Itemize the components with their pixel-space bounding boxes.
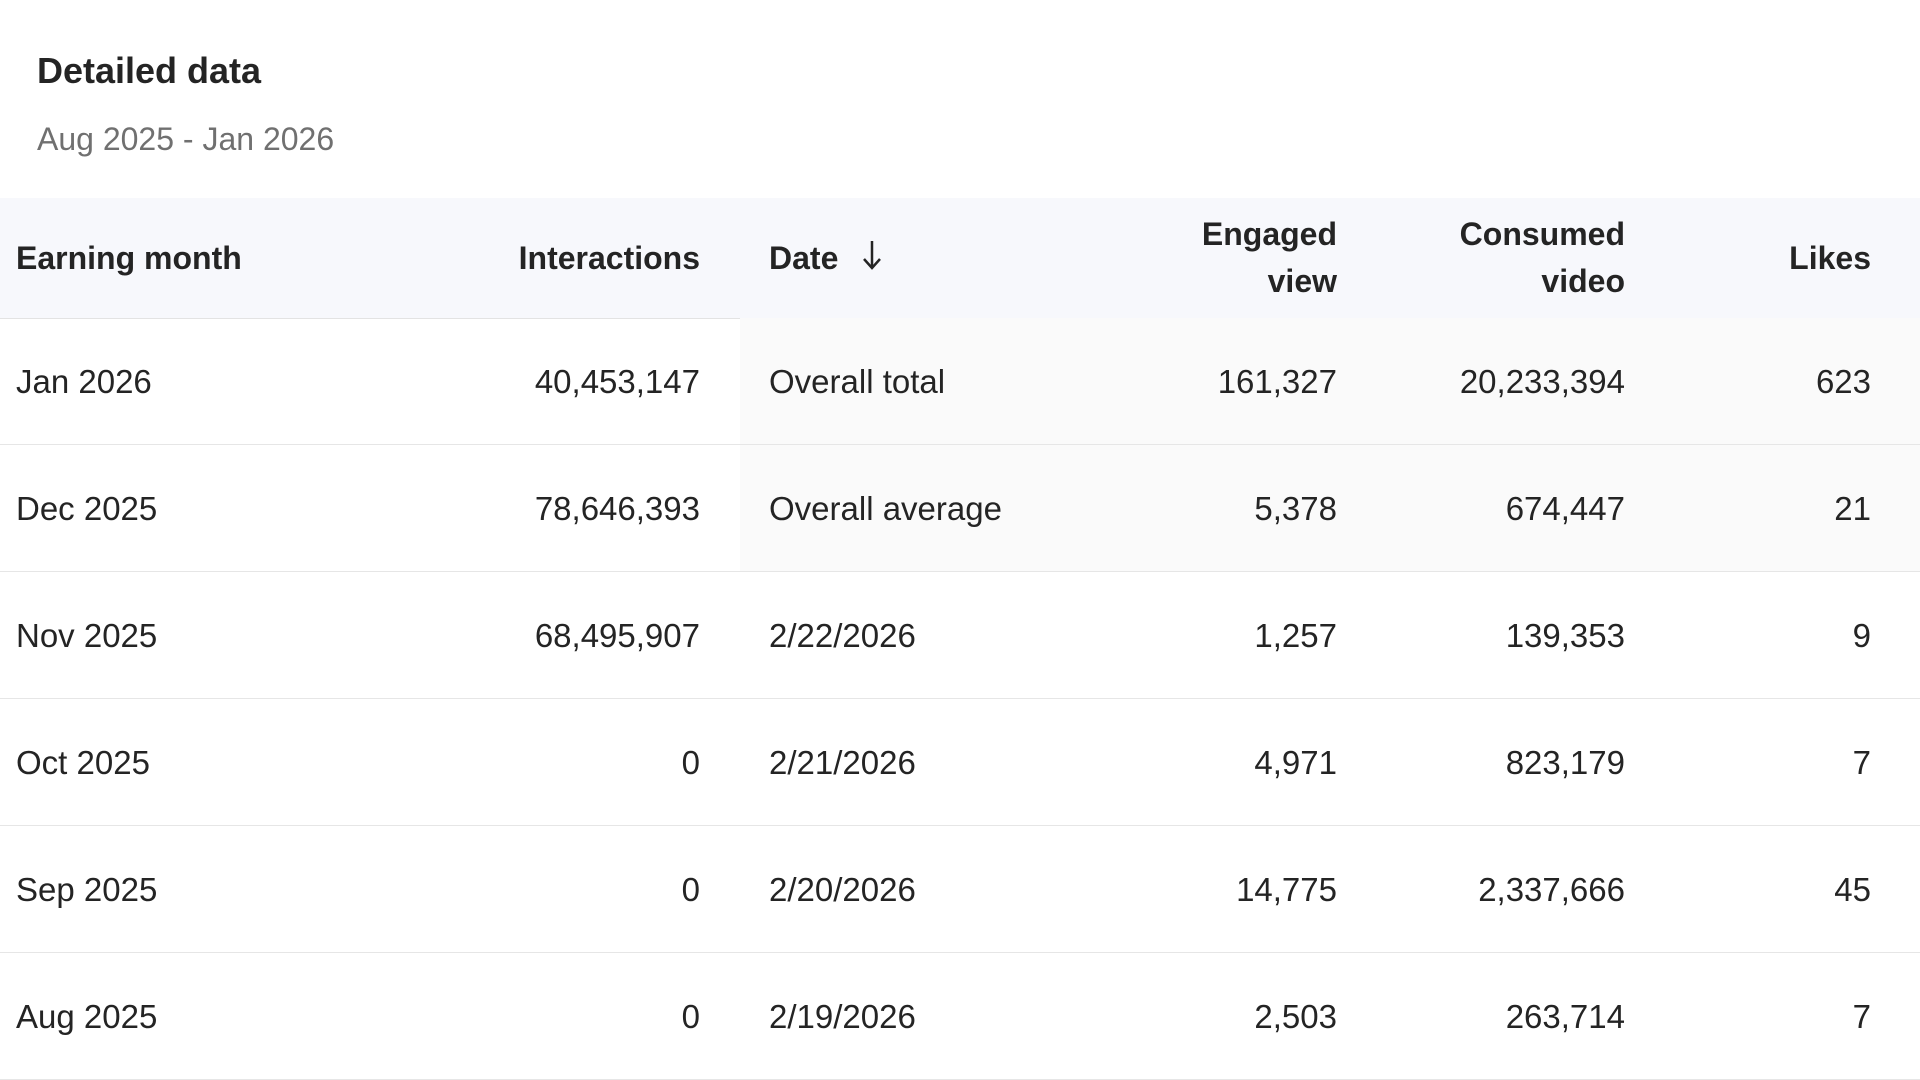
table-cell: Nov 2025 (16, 617, 158, 654)
column-header[interactable]: Earning month (16, 239, 242, 276)
title: Detailed data (37, 50, 262, 91)
column-header[interactable]: Engaged view (1201, 216, 1337, 299)
table-cell: Jan 2026 (16, 363, 152, 400)
sort-arrow-icon[interactable] (860, 238, 884, 272)
table-cell: 161,327 (1217, 363, 1337, 400)
row-divider (0, 952, 1920, 953)
table-cell: 263,714 (1505, 998, 1625, 1035)
table-cell: 40,453,147 (534, 363, 700, 400)
table-cell: 68,495,907 (534, 617, 700, 654)
table-cell: 78,646,393 (534, 490, 700, 527)
row-shade (740, 318, 1920, 444)
table-cell: 7 (1852, 998, 1871, 1035)
row-divider (0, 571, 1920, 572)
table-cell: Aug 2025 (16, 998, 158, 1035)
table-cell: 0 (681, 744, 700, 781)
table-cell: 20,233,394 (1459, 363, 1625, 400)
table-cell: 2/20/2026 (769, 871, 916, 908)
subtitle: Aug 2025 - Jan 2026 (37, 121, 335, 157)
table-cell: 9 (1852, 617, 1871, 654)
table-cell: 0 (681, 871, 700, 908)
table-cell: Overall total (769, 363, 946, 400)
table-cell: 14,775 (1236, 871, 1337, 908)
table-cell: Oct 2025 (16, 744, 150, 781)
table-cell: 4,971 (1254, 744, 1337, 781)
row-divider (0, 698, 1920, 699)
row-divider (0, 825, 1920, 826)
table-cell: 0 (681, 998, 700, 1035)
table-cell: 5,378 (1254, 490, 1337, 527)
table-cell: 674,447 (1505, 490, 1625, 527)
table-cell: 7 (1852, 744, 1871, 781)
table-cell: 623 (1815, 363, 1871, 400)
table-header (0, 198, 1920, 319)
table-cell: Overall average (769, 490, 1002, 527)
row-divider (0, 444, 1920, 445)
column-header[interactable]: Interactions (518, 239, 700, 276)
table-cell: 139,353 (1505, 617, 1625, 654)
table-cell: 2,337,666 (1478, 871, 1625, 908)
table-cell: 2/19/2026 (769, 998, 916, 1035)
table-cell: 2/22/2026 (769, 617, 916, 654)
table-cell: Dec 2025 (16, 490, 158, 527)
table-cell: 2,503 (1254, 998, 1337, 1035)
table-cell: 1,257 (1254, 617, 1337, 654)
table-cell: Sep 2025 (16, 871, 158, 908)
table-cell: 2/21/2026 (769, 744, 916, 781)
column-header[interactable]: Consumed video (1459, 216, 1625, 299)
table-cell: 823,179 (1505, 744, 1625, 781)
column-header[interactable]: Date (769, 239, 839, 276)
table-cell: 21 (1834, 490, 1871, 527)
row-shade (740, 445, 1920, 571)
column-header[interactable]: Likes (1789, 239, 1871, 276)
table-cell: 45 (1834, 871, 1871, 908)
